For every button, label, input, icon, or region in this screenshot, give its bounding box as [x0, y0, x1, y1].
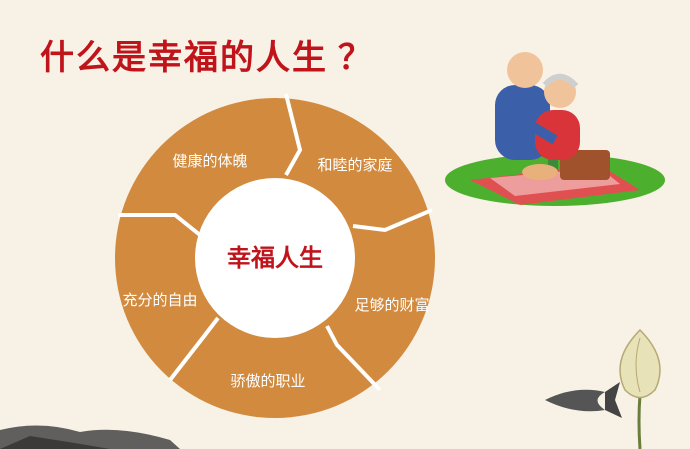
ring-center [195, 178, 355, 338]
segment-label-health: 健康的体魄 [172, 152, 247, 170]
koi-fish-illustration [545, 382, 622, 418]
ring-segments [115, 93, 435, 418]
ring-dividers [118, 93, 433, 392]
ink-landscape-illustration [0, 425, 180, 449]
segment-label-family: 和睦的家庭 [317, 156, 392, 174]
divider-bottom-left [168, 316, 220, 382]
lotus-bud-illustration [619, 328, 661, 449]
segment-label-freedom: 充分的自由 [122, 291, 197, 309]
slide-title: 什么是幸福的人生？ [40, 38, 374, 78]
center-label: 幸福人生 [227, 244, 323, 272]
segment-label-career: 骄傲的职业 [230, 372, 305, 390]
divider-left [118, 213, 202, 237]
elderly-couple-picnic-illustration [445, 52, 665, 206]
divider-right [352, 208, 433, 233]
divider-bottom-right [325, 325, 382, 392]
divider-top [284, 93, 303, 176]
segment-label-wealth: 足够的财富 [354, 296, 429, 314]
title-question-mark: ？ [338, 38, 374, 78]
